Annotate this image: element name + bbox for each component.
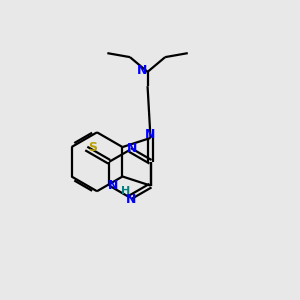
Text: H: H xyxy=(121,186,130,196)
Text: N: N xyxy=(126,194,136,206)
Text: N: N xyxy=(137,64,147,77)
Text: N: N xyxy=(108,179,118,192)
Text: N: N xyxy=(127,142,137,155)
Text: S: S xyxy=(88,141,97,154)
Text: N: N xyxy=(145,128,156,141)
